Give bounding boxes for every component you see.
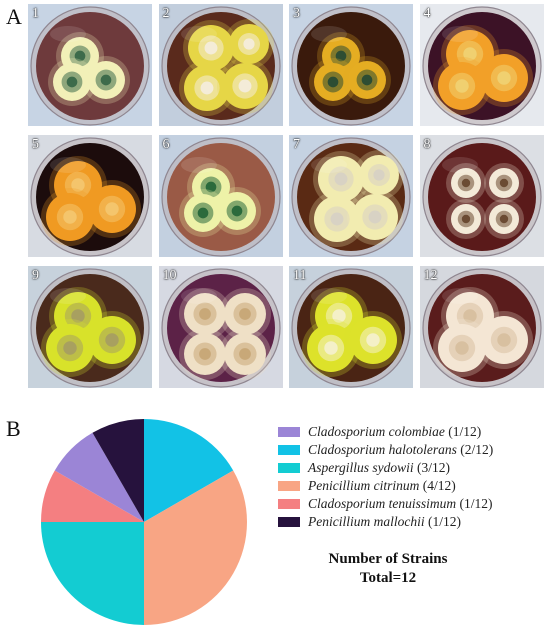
plate-number: 1 xyxy=(32,6,39,21)
plate-number: 9 xyxy=(32,268,39,283)
petri-plate-6: 6 xyxy=(158,135,283,257)
colony xyxy=(82,56,130,104)
plate-number: 5 xyxy=(32,137,39,152)
colony xyxy=(178,288,231,340)
pie-slice-penicillium-mallochii xyxy=(92,419,144,522)
colony xyxy=(48,58,96,106)
colony xyxy=(309,191,365,247)
plate-number: 7 xyxy=(293,137,300,152)
chart-title: Number of Strains xyxy=(328,551,448,567)
plate-number: 2 xyxy=(162,6,170,21)
petri-plate-4: 4 xyxy=(419,4,544,126)
plate-number: 6 xyxy=(162,137,170,152)
legend-swatch xyxy=(278,445,300,455)
colony xyxy=(313,151,369,207)
colony xyxy=(212,187,261,235)
colony xyxy=(83,180,141,238)
colony xyxy=(354,150,404,200)
legend-item: Cladosporium colombiae (1/12) xyxy=(278,424,548,442)
colony xyxy=(432,319,491,377)
legend-item: Cladosporium tenuissimum (1/12) xyxy=(278,496,548,514)
pie-slice-cladosporium-tenuissimum xyxy=(41,470,144,522)
petri-plate-10: 10 xyxy=(158,266,283,388)
legend-label: Cladosporium tenuissimum (1/12) xyxy=(308,496,493,511)
legend-label: Cladosporium halotolerans (2/12) xyxy=(308,442,494,457)
colony xyxy=(483,199,524,239)
colony xyxy=(178,60,235,116)
colony xyxy=(83,311,141,369)
colony xyxy=(483,163,524,203)
legend-item: Penicillium mallochii (1/12) xyxy=(278,514,548,532)
pie-slice-cladosporium-colombiae xyxy=(54,432,144,522)
plate-number: 12 xyxy=(423,268,438,283)
legend-label: Penicillium mallochii (1/12) xyxy=(308,514,461,529)
petri-plate-11: 11 xyxy=(289,266,413,388)
colony xyxy=(218,288,271,340)
colony xyxy=(178,189,227,237)
chart-subtitle: Total=12 xyxy=(359,570,417,586)
legend-swatch xyxy=(278,427,300,437)
colony xyxy=(445,199,486,239)
legend-label: Penicillium citrinum (4/12) xyxy=(308,478,456,493)
legend-swatch xyxy=(278,517,300,527)
plate-number: 3 xyxy=(293,6,300,21)
pie-slice-cladosporium-halotolerans xyxy=(144,419,234,522)
panel-label-b: B xyxy=(6,416,21,441)
colony xyxy=(474,311,533,369)
legend-swatch xyxy=(278,463,300,473)
legend-item: Cladosporium halotolerans (2/12) xyxy=(278,442,548,460)
colony xyxy=(474,49,533,107)
colony xyxy=(347,189,403,245)
petri-plate-5: 5 xyxy=(28,135,152,257)
petri-plate-grid: 1 2 3 4 5 6 7 8 9 10 11 12 xyxy=(28,4,548,388)
petri-plate-1: 1 xyxy=(28,4,152,126)
chart-summary: Number of Strains Total=12 xyxy=(288,550,488,588)
pie-slice-aspergillus-sydowii xyxy=(41,522,144,625)
colony xyxy=(344,311,402,369)
agar-medium xyxy=(427,143,536,251)
colony xyxy=(223,19,274,69)
legend-item: Penicillium citrinum (4/12) xyxy=(278,478,548,496)
plate-number: 8 xyxy=(423,137,431,152)
petri-plate-7: 7 xyxy=(289,135,413,257)
petri-plate-9: 9 xyxy=(28,266,152,388)
colony xyxy=(218,328,271,380)
plate-number: 11 xyxy=(293,268,307,283)
pie-chart xyxy=(41,419,247,625)
colony xyxy=(41,319,99,377)
colony xyxy=(216,58,273,114)
petri-plate-3: 3 xyxy=(289,4,413,126)
colony xyxy=(309,58,357,106)
petri-plate-12: 12 xyxy=(419,266,544,388)
pie-legend: Cladosporium colombiae (1/12) Cladosporiu… xyxy=(278,424,548,532)
legend-item: Aspergillus sydowii (3/12) xyxy=(278,460,548,478)
legend-swatch xyxy=(278,481,300,491)
colony xyxy=(445,163,486,203)
petri-plate-8: 8 xyxy=(419,135,544,257)
plate-number: 10 xyxy=(162,268,177,283)
legend-label: Aspergillus sydowii (3/12) xyxy=(308,460,451,475)
petri-plate-2: 2 xyxy=(158,4,283,126)
pie-slice-penicillium-citrinum xyxy=(144,470,247,625)
colony xyxy=(432,57,491,115)
colony xyxy=(302,319,360,377)
legend-label: Cladosporium colombiae (1/12) xyxy=(308,424,482,439)
colony xyxy=(343,56,391,104)
plate-number: 4 xyxy=(423,6,431,21)
panel-label-a: A xyxy=(6,4,22,29)
colony xyxy=(178,328,231,380)
colony xyxy=(182,20,239,76)
legend-swatch xyxy=(278,499,300,509)
colony xyxy=(41,188,99,246)
